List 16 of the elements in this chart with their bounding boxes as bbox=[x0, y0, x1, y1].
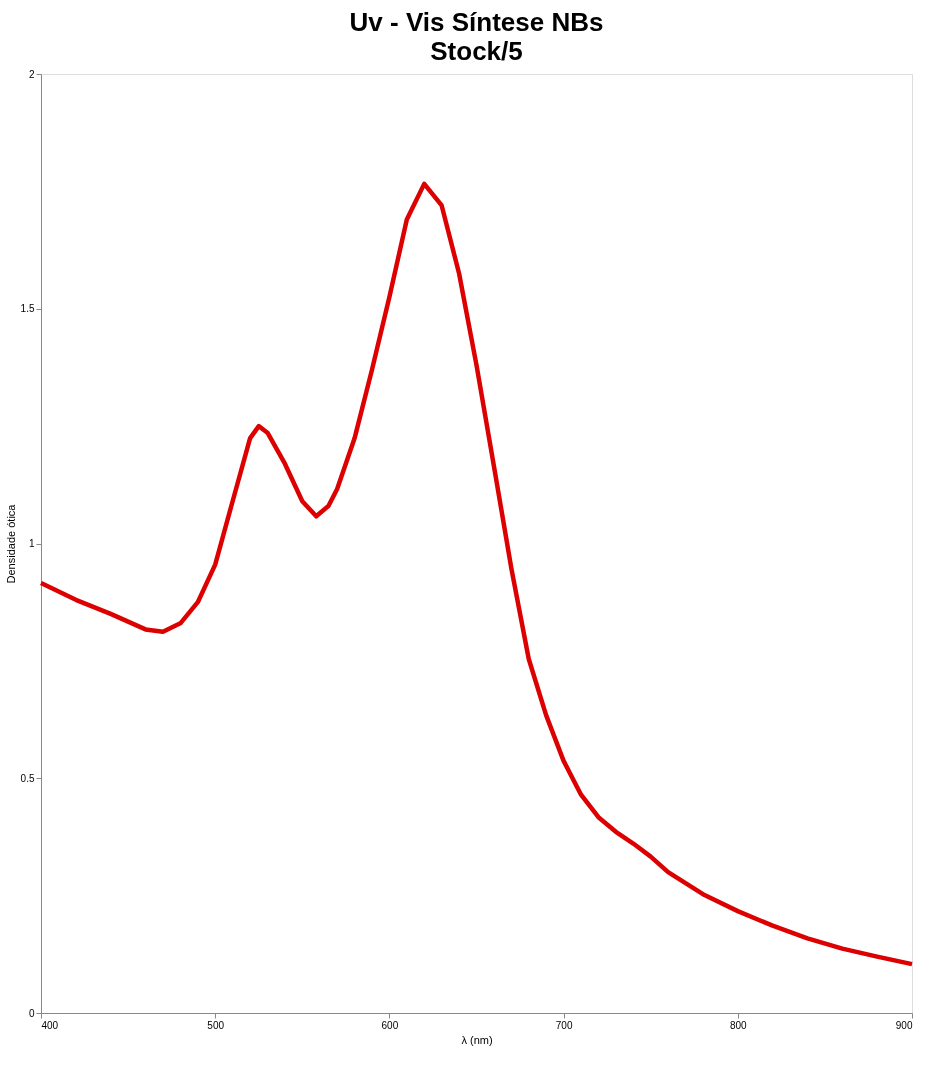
x-tick-label: 500 bbox=[207, 1019, 225, 1031]
chart-title: Uv - Vis Síntese NBs bbox=[349, 7, 604, 37]
y-tick-label: 2 bbox=[28, 68, 35, 80]
x-tick-label: 600 bbox=[381, 1019, 399, 1031]
y-tick-label: 1 bbox=[28, 538, 35, 549]
y-tick-label: 0 bbox=[28, 1007, 35, 1019]
x-tick-label: 800 bbox=[729, 1019, 748, 1031]
x-tick-label: 700 bbox=[555, 1019, 573, 1031]
x-axis-title: λ (nm) bbox=[461, 1033, 493, 1046]
chart-subtitle: Stock/5 bbox=[430, 36, 523, 66]
x-tick-label: 900 bbox=[895, 1019, 913, 1031]
line-series bbox=[38, 181, 915, 967]
y-axis-title: Densidade ótica bbox=[4, 503, 17, 584]
y-tick-label: 1.5 bbox=[20, 303, 35, 315]
y-tick-label: 0.5 bbox=[20, 772, 35, 784]
x-tick-label: 400 bbox=[41, 1019, 59, 1031]
